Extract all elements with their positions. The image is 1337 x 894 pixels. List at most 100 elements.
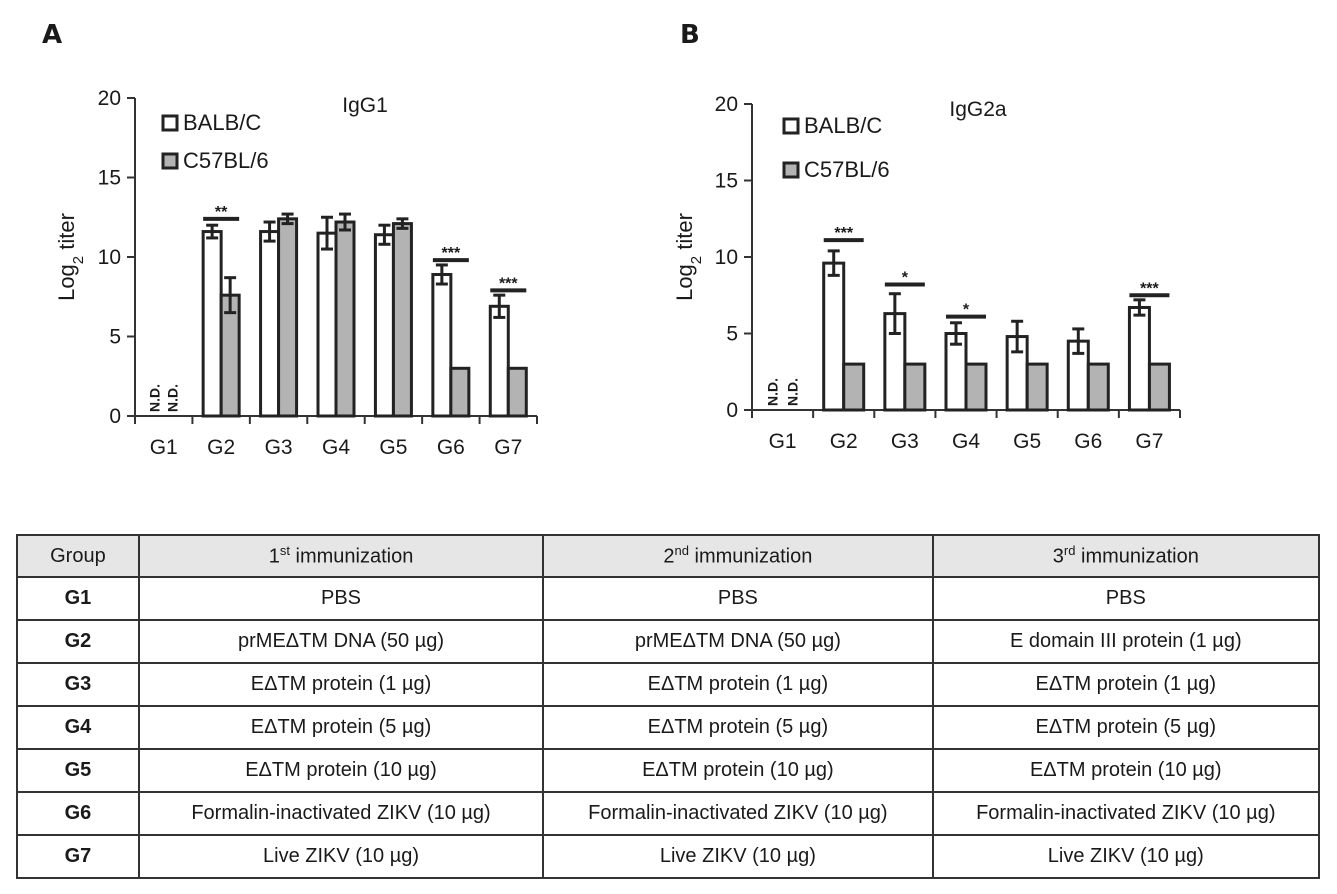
- bar: [1127, 305, 1151, 412]
- x-tick-label: G4: [952, 430, 980, 453]
- y-tick-label: 0: [726, 399, 738, 422]
- table-row: G2 prMEΔTM DNA (50 µg) prMEΔTM DNA (50 µg)…: [16, 619, 1321, 664]
- significance-label: *: [963, 302, 970, 319]
- table-cell: prMEΔTM DNA (50 µg): [137, 619, 545, 664]
- table-group-cell: G4: [16, 705, 140, 750]
- nd-label: N.D.: [765, 378, 781, 406]
- table-group-cell: G2: [16, 619, 140, 664]
- x-tick-label: G5: [379, 436, 407, 459]
- table-cell: EΔTM protein (5 µg): [137, 705, 545, 750]
- bar: [1025, 362, 1049, 412]
- table-body: G1 PBS PBS PBS G2 prMEΔTM DNA (50 µg) prMEΔTM …: [16, 576, 1321, 879]
- table-header-cell: 1st immunization: [137, 534, 545, 578]
- table-cell: Formalin-inactivated ZIKV (10 µg): [542, 791, 934, 836]
- table-row: G7 Live ZIKV (10 µg) Live ZIKV (10 µg) Live…: [16, 834, 1321, 879]
- table-group-cell: G3: [16, 662, 140, 707]
- table-cell: PBS: [931, 576, 1321, 621]
- y-tick-label: 15: [98, 167, 121, 190]
- legend-swatch: [782, 161, 800, 179]
- y-tick-label: 10: [98, 246, 121, 269]
- nd-label: N.D.: [165, 384, 181, 412]
- y-tick-label: 5: [109, 326, 121, 349]
- bar: [449, 366, 471, 418]
- bar: [506, 366, 528, 418]
- legend-label: C57BL/6: [804, 157, 890, 182]
- x-tick-label: G2: [207, 436, 235, 459]
- table-cell: E domain III protein (1 µg): [931, 619, 1321, 664]
- y-tick-label: 0: [109, 405, 121, 428]
- chart-title: IgG1: [342, 94, 388, 117]
- x-tick-label: G3: [265, 436, 293, 459]
- legend-label: C57BL/6: [183, 148, 269, 173]
- table-cell: Live ZIKV (10 µg): [137, 834, 545, 879]
- significance-label: ***: [834, 225, 853, 242]
- table-cell: EΔTM protein (1 µg): [137, 662, 545, 707]
- table-cell: PBS: [137, 576, 545, 621]
- igg2a-chart: 0 5 10 15 20 G1 G2 G3 G4 G5 G6 G7 Log2 titer IgG2a BAL…: [672, 93, 1181, 453]
- table-group-cell: G6: [16, 791, 140, 836]
- bar: [1086, 362, 1110, 412]
- table-cell: Live ZIKV (10 µg): [931, 834, 1321, 879]
- panel-b-label: B: [680, 20, 700, 50]
- significance-label: ***: [442, 245, 461, 262]
- nd-label: N.D.: [785, 378, 801, 406]
- legend-label: BALB/C: [183, 110, 261, 135]
- x-tick-label: G7: [494, 436, 522, 459]
- table-header-cell: 3rd immunization: [931, 534, 1321, 578]
- chart-title: IgG2a: [949, 98, 1007, 121]
- significance-label: ***: [1140, 280, 1159, 297]
- table-row: G3 EΔTM protein (1 µg) EΔTM protein (1 µg)…: [16, 662, 1321, 707]
- y-tick-label: 10: [715, 246, 738, 269]
- bar: [822, 261, 846, 412]
- significance-label: **: [215, 204, 228, 221]
- x-tick-label: G6: [437, 436, 465, 459]
- table-group-cell: G1: [16, 576, 140, 621]
- table-row: G1 PBS PBS PBS: [16, 576, 1321, 621]
- table-group-cell: G7: [16, 834, 140, 879]
- x-tick-label: G7: [1135, 430, 1163, 453]
- table-cell: EΔTM protein (10 µg): [137, 748, 545, 793]
- table-header-cell: Group: [16, 534, 140, 578]
- table-cell: EΔTM protein (1 µg): [931, 662, 1321, 707]
- table-cell: Formalin-inactivated ZIKV (10 µg): [931, 791, 1321, 836]
- table-cell: PBS: [542, 576, 934, 621]
- table-row: G4 EΔTM protein (5 µg) EΔTM protein (5 µg)…: [16, 705, 1321, 750]
- table-header-cell: 2nd immunization: [542, 534, 934, 578]
- table-cell: Formalin-inactivated ZIKV (10 µg): [137, 791, 545, 836]
- table-cell: EΔTM protein (1 µg): [542, 662, 934, 707]
- significance-label: *: [902, 270, 909, 287]
- table-cell: prMEΔTM DNA (50 µg): [542, 619, 934, 664]
- table-cell: Live ZIKV (10 µg): [542, 834, 934, 879]
- table-cell: EΔTM protein (10 µg): [542, 748, 934, 793]
- legend-swatch: [161, 152, 179, 170]
- x-tick-label: G1: [769, 430, 797, 453]
- y-tick-label: 20: [98, 87, 121, 110]
- table-group-cell: G5: [16, 748, 140, 793]
- table-row: G5 EΔTM protein (10 µg) EΔTM protein (10 µ…: [16, 748, 1321, 793]
- legend-swatch: [161, 114, 179, 132]
- y-tick-label: 5: [726, 323, 738, 346]
- bar: [903, 362, 927, 412]
- table-row: G6 Formalin-inactivated ZIKV (10 µg) Forma…: [16, 791, 1321, 836]
- y-axis-label: Log2 titer: [672, 213, 705, 301]
- immunization-table: Group 1st immunization 2nd immunization 3rd…: [16, 534, 1321, 879]
- nd-label: N.D.: [147, 384, 163, 412]
- bar: [1147, 362, 1171, 412]
- x-tick-label: G5: [1013, 430, 1041, 453]
- significance-label: ***: [499, 275, 518, 292]
- table-header-row: Group 1st immunization 2nd immunization 3rd…: [16, 534, 1321, 578]
- bar: [964, 362, 988, 412]
- legend-swatch: [782, 117, 800, 135]
- y-tick-label: 15: [715, 170, 738, 193]
- x-tick-label: G3: [891, 430, 919, 453]
- table-cell: EΔTM protein (10 µg): [931, 748, 1321, 793]
- legend-label: BALB/C: [804, 113, 882, 138]
- x-tick-label: G2: [830, 430, 858, 453]
- panel-a-label: A: [42, 20, 63, 50]
- x-tick-label: G4: [322, 436, 350, 459]
- y-tick-label: 20: [715, 93, 738, 116]
- x-tick-label: G6: [1074, 430, 1102, 453]
- bar: [842, 362, 866, 412]
- table-cell: EΔTM protein (5 µg): [542, 705, 934, 750]
